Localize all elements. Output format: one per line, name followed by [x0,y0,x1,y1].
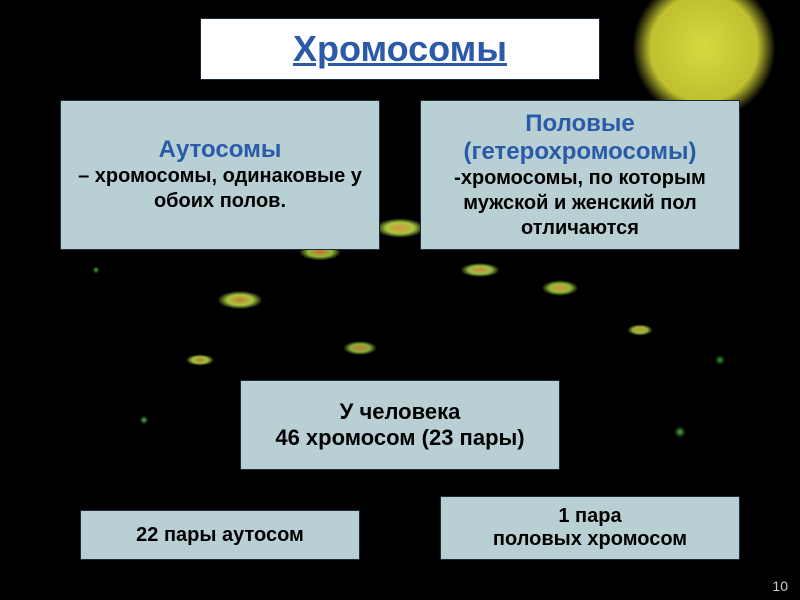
sex-pair-box: 1 пара половых хромосом [440,496,740,560]
autosomes-box: Аутосомы – хромосомы, одинаковые у обоих… [60,100,380,250]
autosomes-desc: – хромосомы, одинаковые у обоих полов. [75,164,365,214]
autosomes-term: Аутосомы [159,136,282,164]
sex-desc: -хромосомы, по которым мужской и женский… [435,166,725,241]
autosome-pairs-box: 22 пары аутосом [80,510,360,560]
sex-pair-line1: 1 пара [558,505,621,528]
title-text: Хромосомы [293,28,507,70]
sex-term: Половые (гетерохромосомы) [435,110,725,166]
page-number: 10 [772,578,788,594]
human-line1: У человека [340,399,461,425]
sex-pair-line2: половых хромосом [493,528,687,551]
human-line2: 46 хромосом (23 пары) [275,425,524,451]
human-count-box: У человека 46 хромосом (23 пары) [240,380,560,470]
autosome-pairs-text: 22 пары аутосом [136,524,304,547]
title-box: Хромосомы [200,18,600,80]
sex-chromosomes-box: Половые (гетерохромосомы) -хромосомы, по… [420,100,740,250]
